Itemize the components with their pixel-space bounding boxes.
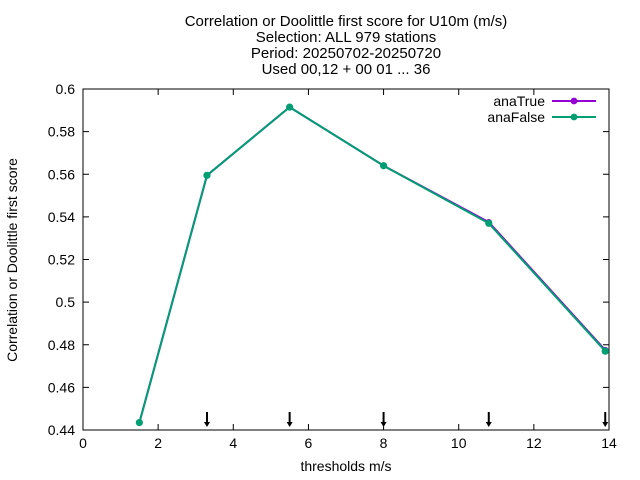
threshold-markers <box>203 412 609 427</box>
series-lines <box>135 103 609 427</box>
data-point-anaFalse <box>286 103 294 111</box>
title-line: Period: 20250702-20250720 <box>251 45 441 62</box>
x-tick-label: 6 <box>305 435 313 451</box>
y-axis-ticks: 0.44 0.46 0.48 0.5 0.52 0.54 0.56 0.58 0.6 <box>48 81 609 438</box>
chart-title: Correlation or Doolittle first score for… <box>185 13 508 78</box>
title-line: Selection: ALL 979 stations <box>256 29 436 46</box>
x-tick-label: 4 <box>229 435 237 451</box>
plot-frame <box>82 88 610 431</box>
y-tick-label: 0.44 <box>48 422 75 438</box>
legend-marker <box>570 97 578 105</box>
x-tick-label: 0 <box>79 435 87 451</box>
y-tick-label: 0.52 <box>48 252 75 268</box>
y-tick-label: 0.46 <box>48 379 75 395</box>
x-tick-label: 12 <box>526 435 542 451</box>
data-point-anaFalse <box>135 418 143 427</box>
legend-marker <box>570 113 578 121</box>
title-line: Correlation or Doolittle first score for… <box>185 13 508 30</box>
series-line-anaTrue <box>138 105 606 423</box>
threshold-arrowhead <box>203 422 210 427</box>
x-axis-label: thresholds m/s <box>300 458 391 474</box>
data-point-anaFalse <box>485 219 493 227</box>
y-tick-label: 0.6 <box>56 81 76 97</box>
title-line: Used 00,12 + 00 01 ... 36 <box>262 61 431 78</box>
x-tick-label: 8 <box>380 435 388 451</box>
y-tick-label: 0.5 <box>56 294 76 310</box>
plot-border <box>82 88 610 431</box>
y-tick-label: 0.56 <box>48 166 75 182</box>
threshold-arrowhead <box>485 422 492 427</box>
data-point-anaFalse <box>601 347 609 355</box>
data-point-anaFalse <box>379 162 388 170</box>
x-tick-label: 10 <box>451 435 467 451</box>
x-tick-label: 14 <box>601 435 617 451</box>
y-tick-label: 0.54 <box>48 209 75 225</box>
x-axis-ticks: 0 2 4 6 8 10 12 14 <box>79 89 617 451</box>
legend-label: anaFalse <box>487 109 545 125</box>
x-tick-label: 2 <box>154 435 162 451</box>
threshold-arrowhead <box>602 422 609 427</box>
data-point-anaFalse <box>203 171 211 179</box>
threshold-arrowhead <box>286 422 293 427</box>
threshold-arrowhead <box>380 422 387 427</box>
legend-label: anaTrue <box>493 93 545 109</box>
y-tick-label: 0.48 <box>48 337 75 353</box>
y-tick-label: 0.58 <box>48 124 75 140</box>
series-line-anaFalse <box>138 105 606 423</box>
y-axis-label: Correlation or Doolittle first score <box>4 158 20 362</box>
